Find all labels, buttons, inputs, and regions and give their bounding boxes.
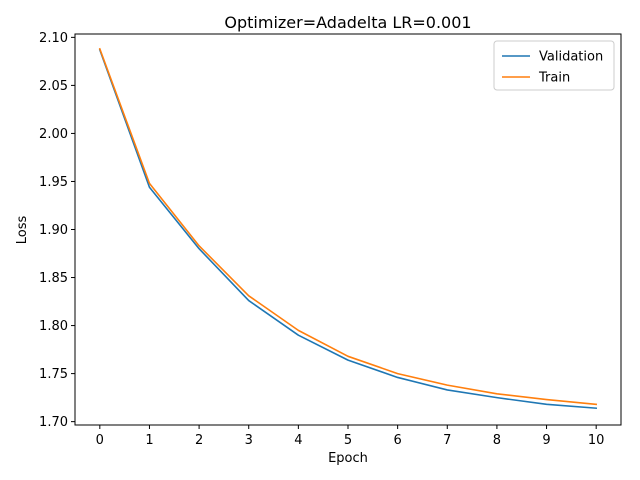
plot-area: 0 1 2 3 4 5 6 7 8 9 10 1.70 1.75 1.80 1.85 1.90 1.95 2.0… bbox=[39, 31, 622, 448]
y-tick-label: 2.10 bbox=[39, 31, 68, 46]
y-tick-label: 1.90 bbox=[39, 223, 68, 238]
x-tick-label: 10 bbox=[588, 433, 605, 448]
axes-frame bbox=[74, 33, 622, 426]
y-axis: 1.70 1.75 1.80 1.85 1.90 1.95 2.00 2.05 2.10 bbox=[39, 31, 75, 430]
series-line-train bbox=[98, 47, 598, 406]
legend-label-train: Train bbox=[538, 71, 570, 86]
y-tick-label: 1.75 bbox=[39, 367, 68, 382]
x-tick-label: 2 bbox=[195, 433, 203, 448]
x-tick-label: 7 bbox=[443, 433, 451, 448]
x-tick-label: 3 bbox=[245, 433, 253, 448]
series-line-validation bbox=[98, 48, 598, 410]
legend-label-validation: Validation bbox=[539, 50, 603, 65]
x-tick-label: 6 bbox=[393, 433, 401, 448]
y-tick-label: 2.00 bbox=[39, 127, 68, 142]
x-tick-label: 5 bbox=[344, 433, 352, 448]
x-tick-label: 1 bbox=[145, 433, 153, 448]
chart-title: Optimizer=Adadelta LR=0.001 bbox=[224, 13, 471, 32]
x-tick-label: 9 bbox=[542, 433, 550, 448]
x-tick-label: 4 bbox=[294, 433, 302, 448]
series-lines bbox=[98, 47, 598, 410]
y-axis-label: Loss bbox=[15, 216, 30, 245]
legend: Validation Train bbox=[493, 40, 615, 91]
y-tick-label: 1.70 bbox=[39, 415, 68, 430]
x-axis: 0 1 2 3 4 5 6 7 8 9 10 bbox=[96, 425, 605, 448]
y-tick-label: 2.05 bbox=[39, 79, 68, 94]
x-axis-label: Epoch bbox=[328, 451, 368, 466]
y-tick-label: 1.80 bbox=[39, 319, 68, 334]
y-tick-label: 1.95 bbox=[39, 175, 68, 190]
x-tick-label: 8 bbox=[493, 433, 501, 448]
y-tick-label: 1.85 bbox=[39, 271, 68, 286]
x-tick-label: 0 bbox=[96, 433, 104, 448]
